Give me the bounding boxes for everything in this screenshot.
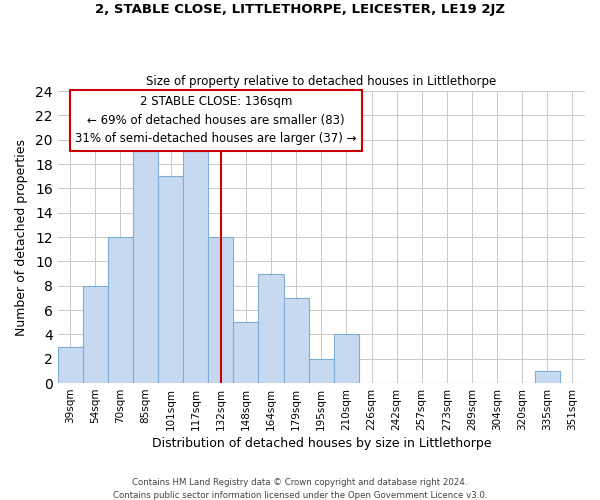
Bar [208,237,233,383]
Title: Size of property relative to detached houses in Littlethorpe: Size of property relative to detached ho… [146,76,496,88]
Text: 2 STABLE CLOSE: 136sqm
← 69% of detached houses are smaller (83)
31% of semi-det: 2 STABLE CLOSE: 136sqm ← 69% of detached… [75,96,356,146]
Bar [133,140,158,383]
Bar [183,140,208,383]
X-axis label: Distribution of detached houses by size in Littlethorpe: Distribution of detached houses by size … [152,437,491,450]
Text: 2, STABLE CLOSE, LITTLETHORPE, LEICESTER, LE19 2JZ: 2, STABLE CLOSE, LITTLETHORPE, LEICESTER… [95,2,505,16]
Bar [58,346,83,383]
Text: Contains HM Land Registry data © Crown copyright and database right 2024.
Contai: Contains HM Land Registry data © Crown c… [113,478,487,500]
Bar [233,322,259,383]
Bar [108,237,133,383]
Bar [83,286,108,383]
Bar [158,176,183,383]
Bar [309,358,334,383]
Y-axis label: Number of detached properties: Number of detached properties [15,138,28,336]
Bar [535,371,560,383]
Bar [284,298,309,383]
Bar [334,334,359,383]
Bar [259,274,284,383]
